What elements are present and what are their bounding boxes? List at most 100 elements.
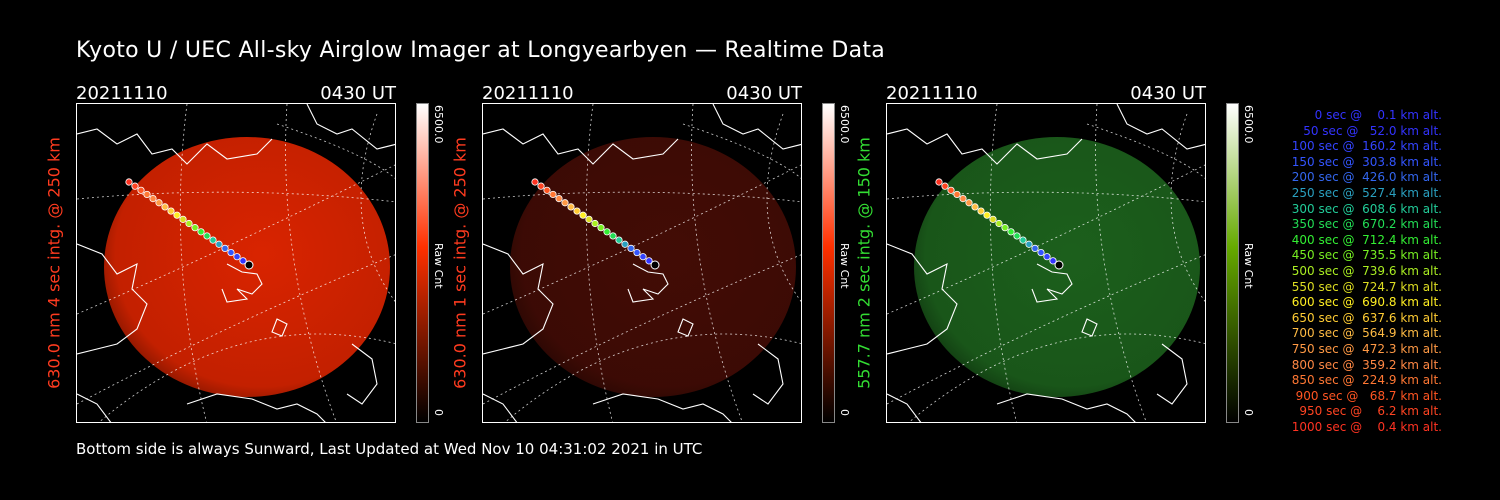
panel-date: 20211110	[76, 83, 168, 104]
trajectory	[935, 178, 1064, 270]
trajectory-point	[1007, 228, 1015, 236]
trajectory-point	[609, 232, 617, 240]
panel-side-label: 557.7 nm 2 sec intg. @ 150 km	[854, 137, 874, 389]
trajectory-point	[215, 240, 223, 248]
allsky-map	[886, 103, 1206, 423]
trajectory-point	[1013, 232, 1021, 240]
trajectory-point	[155, 199, 163, 207]
trajectory-point	[615, 236, 623, 244]
coastlines	[887, 104, 1205, 422]
trajectory-point	[947, 186, 955, 194]
trajectory-point	[639, 253, 647, 261]
color-bar	[416, 103, 429, 423]
panel-time: 0430 UT	[726, 83, 802, 104]
trajectory-point	[585, 215, 593, 223]
trajectory-point	[1031, 244, 1039, 252]
trajectory-point	[1037, 248, 1045, 257]
legend-entry: 350 sec @ 670.2 km alt.	[1287, 217, 1442, 232]
trajectory-point	[143, 190, 151, 199]
trajectory-point	[537, 182, 545, 190]
trajectory-point	[627, 244, 635, 252]
trajectory-point	[971, 203, 979, 211]
legend-entry: 750 sec @ 472.3 km alt.	[1287, 341, 1442, 356]
trajectory-point	[167, 207, 175, 215]
trajectory-point	[543, 186, 551, 194]
trajectory-end	[650, 260, 660, 270]
trajectory-point	[227, 248, 235, 257]
legend-entry: 550 sec @ 724.7 km alt.	[1287, 279, 1442, 294]
trajectory-end	[244, 260, 254, 270]
trajectory-point	[197, 228, 205, 236]
grid-lines	[483, 104, 801, 422]
trajectory-point	[989, 215, 997, 223]
panel-time: 0430 UT	[320, 83, 396, 104]
legend-entry: 150 sec @ 303.8 km alt.	[1287, 154, 1442, 169]
page-title: Kyoto U / UEC All-sky Airglow Imager at …	[76, 38, 886, 63]
trajectory-point	[573, 207, 581, 215]
trajectory-point	[561, 199, 569, 207]
trajectory-end	[1054, 260, 1064, 270]
image-panel-2: 20211110 0430 UT	[451, 83, 892, 433]
trajectory-point	[131, 182, 139, 190]
trajectory-point	[173, 211, 181, 219]
coastlines	[77, 104, 395, 422]
trajectory-point	[1025, 240, 1033, 248]
trajectory-point	[579, 211, 587, 219]
image-panel-3: 20211110 0430 UT	[855, 83, 1296, 433]
color-bar-min: 0	[432, 409, 445, 416]
color-bar	[822, 103, 835, 423]
trajectory-point	[161, 203, 169, 211]
legend-entry: 400 sec @ 712.4 km alt.	[1287, 232, 1442, 247]
allsky-map	[76, 103, 396, 423]
color-bar-max: 6500.0	[1242, 105, 1255, 144]
grid-lines	[887, 104, 1205, 422]
trajectory-point	[137, 186, 145, 194]
legend-entry: 1000 sec @ 0.4 km alt.	[1291, 419, 1442, 434]
legend-entry: 600 sec @ 690.8 km alt.	[1287, 295, 1442, 310]
allsky-map	[482, 103, 802, 423]
trajectory-point	[191, 224, 199, 232]
trajectory-point	[567, 203, 575, 211]
coastlines	[483, 104, 801, 422]
trajectory-point	[209, 236, 217, 244]
color-bar	[1226, 103, 1239, 423]
legend-entry: 100 sec @ 160.2 km alt.	[1287, 139, 1442, 154]
trajectory-point	[185, 219, 193, 228]
trajectory	[531, 178, 660, 270]
legend-entry: 850 sec @ 224.9 km alt.	[1287, 373, 1442, 388]
grid-lines	[77, 104, 395, 422]
trajectory-point	[995, 219, 1003, 228]
trajectory-point	[233, 253, 241, 261]
trajectory-point	[959, 195, 967, 203]
trajectory-point	[935, 178, 943, 186]
color-bar-min: 0	[1242, 409, 1255, 416]
panel-time: 0430 UT	[1130, 83, 1206, 104]
trajectory-point	[1001, 224, 1009, 232]
legend-entry: 900 sec @ 68.7 km alt.	[1291, 388, 1442, 403]
trajectory-point	[239, 257, 247, 265]
trajectory-point	[965, 199, 973, 207]
panel-side-label: 630.0 nm 1 sec intg. @ 250 km	[450, 137, 470, 389]
trajectory-point	[203, 232, 211, 240]
trajectory-point	[221, 244, 229, 252]
legend-entry: 650 sec @ 637.6 km alt.	[1287, 310, 1442, 325]
color-bar-unit: Raw Cnt	[838, 243, 851, 289]
legend-entry: 0 sec @ 0.1 km alt.	[1303, 108, 1442, 122]
trajectory-point	[531, 178, 539, 186]
legend-entry: 450 sec @ 735.5 km alt.	[1287, 248, 1442, 263]
trajectory-point	[1049, 257, 1057, 265]
trajectory-point	[1043, 253, 1051, 261]
color-bar-min: 0	[838, 409, 851, 416]
trajectory-point	[597, 224, 605, 232]
panel-date: 20211110	[886, 83, 978, 104]
legend-entry: 250 sec @ 527.4 km alt.	[1287, 185, 1442, 200]
trajectory-point	[633, 248, 641, 257]
trajectory-point	[603, 228, 611, 236]
trajectory-point	[977, 207, 985, 215]
legend-entry: 800 sec @ 359.2 km alt.	[1287, 357, 1442, 372]
trajectory	[125, 178, 254, 270]
legend-entry: 500 sec @ 739.6 km alt.	[1287, 263, 1442, 278]
legend-entry: 950 sec @ 6.2 km alt.	[1295, 404, 1442, 419]
update-footer: Bottom side is always Sunward, Last Upda…	[76, 440, 703, 458]
legend-entry: 200 sec @ 426.0 km alt.	[1287, 170, 1442, 185]
